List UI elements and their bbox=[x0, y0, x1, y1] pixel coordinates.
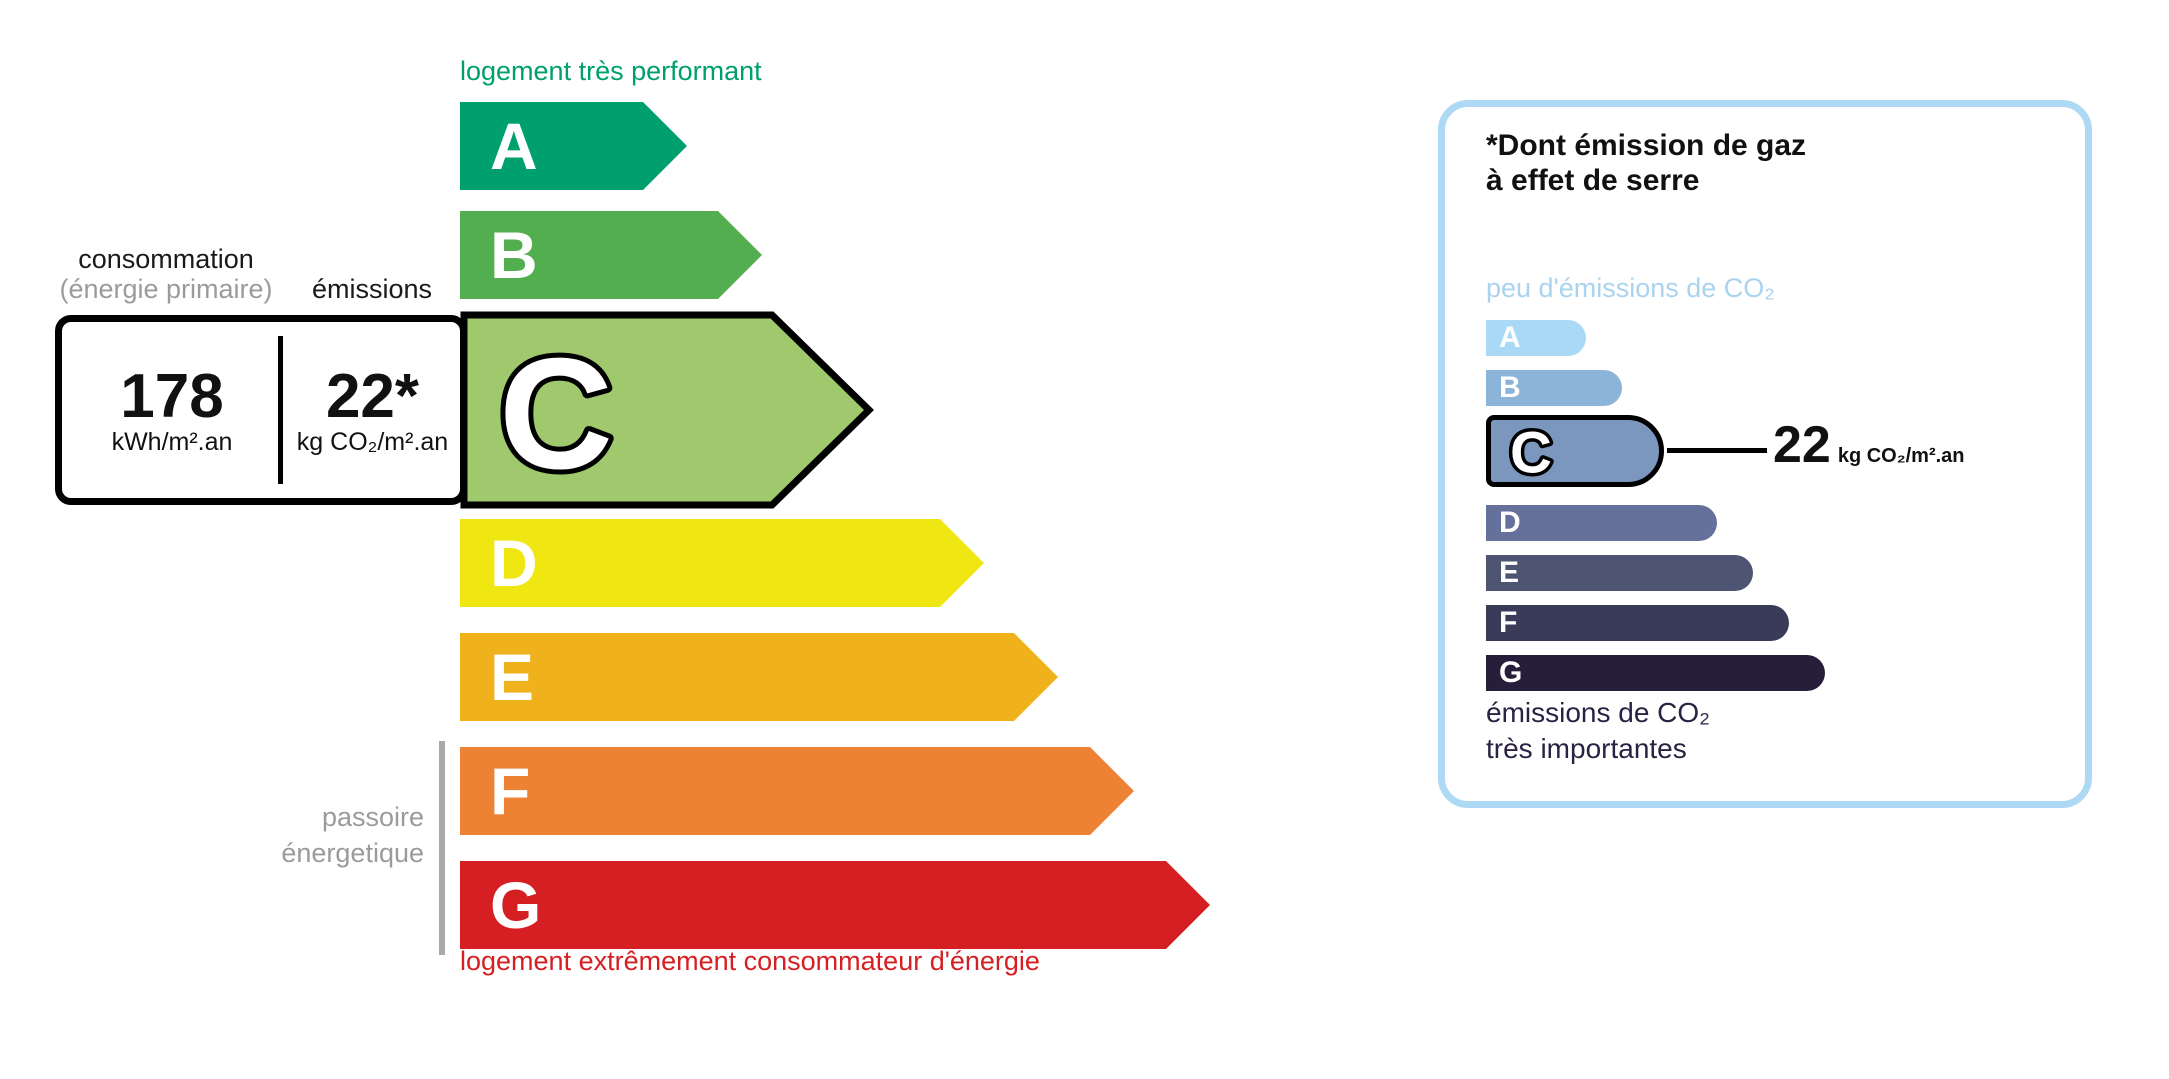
emissions-value: 22* bbox=[325, 361, 420, 431]
co2-low-emissions-label: peu d'émissions de CO₂ bbox=[1486, 273, 1775, 303]
value-box-divider bbox=[278, 336, 283, 484]
energy-class-letter-C: C bbox=[499, 326, 613, 502]
co2-value-row: 22 kg CO₂/m².an bbox=[1773, 419, 1965, 471]
co2-class-bar-B: B bbox=[1486, 370, 1622, 406]
co2-panel-title: *Dont émission de gaz à effet de serre bbox=[1486, 129, 1807, 197]
energy-class-letter-E: E bbox=[490, 640, 535, 714]
energy-class-bar-E: E bbox=[460, 633, 1058, 721]
co2-class-letter-G: G bbox=[1499, 656, 1523, 689]
energy-class-letter-F: F bbox=[490, 754, 531, 828]
consumption-value: 178 bbox=[120, 361, 224, 431]
c-arrow-shape bbox=[460, 311, 875, 509]
co2-class-bar-A: A bbox=[1486, 320, 1586, 356]
energy-class-letter-A: A bbox=[490, 109, 538, 183]
co2-class-letter-A: A bbox=[1499, 321, 1521, 354]
co2-high-emissions-label: émissions de CO₂ très importantes bbox=[1486, 697, 1711, 765]
emissions-cell: 22* kg CO₂/m².an bbox=[285, 322, 460, 498]
energy-bottom-label: logement extrêmement consommateur d'éner… bbox=[460, 946, 1040, 976]
co2-class-letter-B: B bbox=[1499, 371, 1521, 404]
emissions-unit: kg CO₂/m².an bbox=[296, 427, 449, 456]
co2-value: 22 bbox=[1773, 416, 1831, 474]
energy-class-letter-D: D bbox=[490, 526, 538, 600]
co2-class-bar-F: F bbox=[1486, 605, 1789, 641]
co2-value-connector-line bbox=[1667, 448, 1767, 453]
consumption-cell: 178 kWh/m².an bbox=[62, 322, 282, 498]
co2-emissions-panel: *Dont émission de gaz à effet de serre p… bbox=[1438, 100, 2092, 808]
co2-class-letter-F: F bbox=[1499, 606, 1518, 639]
energy-sieve-line bbox=[439, 741, 445, 955]
energy-class-arrow-C-highlighted: C bbox=[460, 311, 875, 509]
co2-class-letter-D: D bbox=[1499, 506, 1521, 539]
consumption-emissions-value-box: 178 kWh/m².an 22* kg CO₂/m².an bbox=[55, 315, 467, 505]
consumption-unit: kWh/m².an bbox=[111, 427, 233, 456]
co2-class-bar-C-highlighted: C bbox=[1486, 415, 1664, 489]
co2-value-unit: kg CO₂/m².an bbox=[1837, 445, 1965, 467]
emissions-header: émissions bbox=[311, 274, 433, 304]
energy-sieve-label: passoire énergetique bbox=[281, 802, 424, 868]
co2-class-bar-D: D bbox=[1486, 505, 1717, 541]
energy-class-bar-F: F bbox=[460, 747, 1134, 835]
co2-class-bar-G: G bbox=[1486, 655, 1825, 691]
co2-class-bar-E: E bbox=[1486, 555, 1753, 591]
energy-class-letter-G: G bbox=[490, 868, 542, 942]
energy-class-bar-A: A bbox=[460, 102, 687, 190]
energy-class-letter-B: B bbox=[490, 218, 538, 292]
co2-class-letter-E: E bbox=[1499, 556, 1520, 589]
consumption-subheader: (énergie primaire) bbox=[59, 274, 273, 304]
co2-class-letter-C: C bbox=[1510, 421, 1552, 483]
energy-class-bar-B: B bbox=[460, 211, 762, 299]
energy-top-label: logement très performant bbox=[460, 56, 762, 86]
energy-class-bar-D: D bbox=[460, 519, 984, 607]
energy-class-bar-G: G bbox=[460, 861, 1210, 949]
consumption-header: consommation bbox=[78, 244, 254, 274]
